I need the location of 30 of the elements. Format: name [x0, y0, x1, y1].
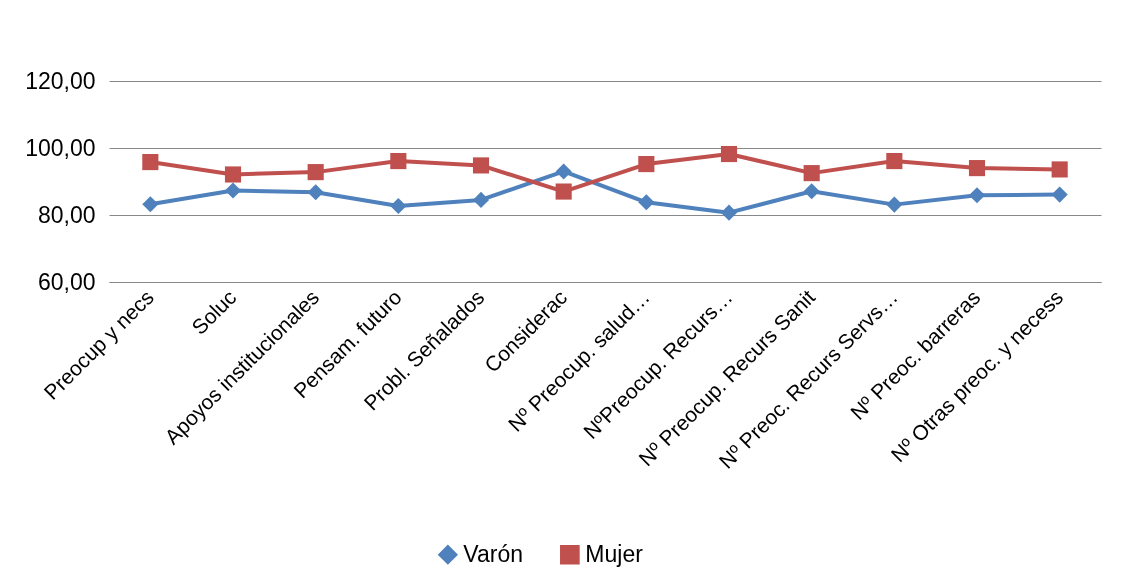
y-tick-label: 80,00 — [37, 201, 96, 228]
point — [555, 163, 572, 180]
point — [886, 196, 903, 213]
point — [307, 184, 324, 201]
point — [968, 187, 986, 204]
point — [555, 183, 572, 200]
point — [224, 166, 242, 183]
point — [1051, 186, 1068, 203]
point — [307, 164, 324, 181]
point — [968, 160, 986, 177]
legend-label: Mujer — [585, 540, 644, 567]
point — [720, 145, 738, 163]
point — [638, 156, 655, 173]
y-tick-label: 120,00 — [25, 67, 96, 94]
point — [720, 204, 738, 221]
point — [142, 154, 159, 171]
point — [886, 153, 903, 170]
y-tick-label: 100,00 — [25, 134, 96, 161]
point — [472, 191, 490, 208]
point — [803, 183, 820, 200]
point — [638, 194, 655, 211]
point — [472, 157, 490, 174]
point — [1051, 161, 1068, 178]
legend-label: Varón — [463, 540, 524, 567]
point — [142, 196, 159, 213]
point — [224, 182, 242, 199]
point — [803, 165, 820, 182]
point — [390, 153, 407, 170]
point — [390, 197, 407, 215]
y-tick-label: 60,00 — [37, 268, 96, 295]
